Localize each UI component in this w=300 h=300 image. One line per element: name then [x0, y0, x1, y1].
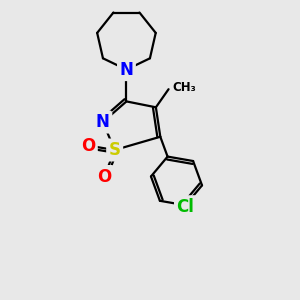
Text: N: N: [96, 113, 110, 131]
Text: O: O: [81, 136, 95, 154]
Text: O: O: [97, 167, 112, 185]
Text: CH₃: CH₃: [172, 81, 196, 94]
Text: Cl: Cl: [176, 198, 194, 216]
Text: N: N: [119, 61, 134, 79]
Text: S: S: [109, 141, 121, 159]
